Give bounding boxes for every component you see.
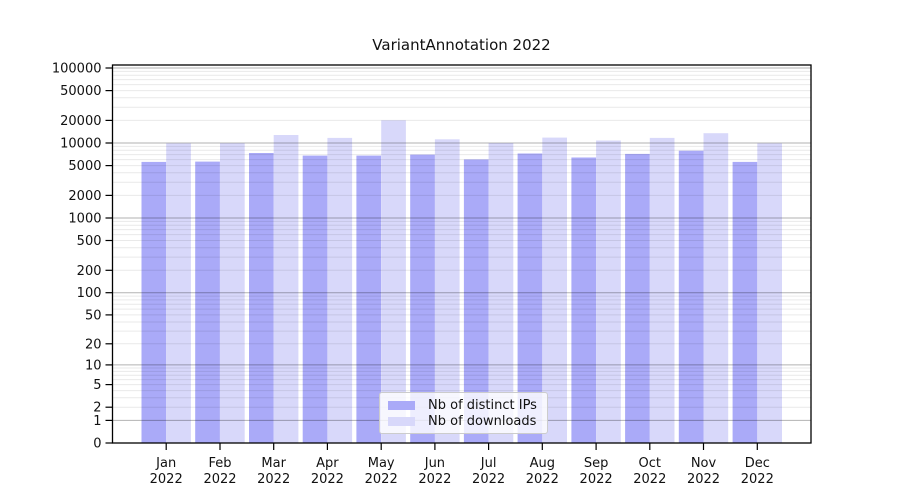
bar-distinct-ips-oct	[625, 153, 650, 443]
bar-downloads-mar	[273, 135, 299, 443]
x-tick-label-year: 2022	[580, 472, 613, 487]
y-tick-label: 50000	[60, 84, 101, 99]
bar-downloads-apr	[327, 137, 353, 443]
x-tick-label-year: 2022	[472, 472, 505, 487]
y-tick-label: 2000	[68, 189, 101, 204]
x-tick-label-month: Aug	[530, 456, 555, 471]
x-tick-label-month: Sep	[584, 456, 609, 471]
bar-distinct-ips-apr	[302, 155, 328, 443]
bar-downloads-sep	[596, 140, 621, 443]
y-tick-label: 500	[77, 234, 102, 249]
y-tick-label: 20000	[60, 114, 101, 129]
x-tick-label-month: Apr	[316, 456, 339, 471]
x-tick-label-month: Oct	[639, 456, 661, 471]
y-tick-label: 0	[93, 437, 101, 452]
x-tick-label-year: 2022	[687, 472, 720, 487]
bar-distinct-ips-sep	[571, 157, 597, 443]
legend-entry-downloads: Nb of downloads	[388, 413, 537, 429]
bar-distinct-ips-may	[356, 155, 382, 443]
x-tick-label-year: 2022	[526, 472, 559, 487]
bar-distinct-ips-mar	[249, 153, 274, 443]
x-tick-label-month: Mar	[261, 456, 286, 471]
x-tick-label-year: 2022	[741, 472, 774, 487]
bar-downloads-oct	[649, 137, 675, 443]
legend-swatch-distinct-ips	[388, 400, 415, 410]
plot-border	[111, 64, 812, 444]
legend-label-downloads: Nb of downloads	[428, 413, 537, 429]
x-tick-label-year: 2022	[633, 472, 666, 487]
x-tick-label-month: Dec	[745, 456, 770, 471]
y-tick-label: 5	[93, 378, 101, 393]
y-tick-label: 100000	[52, 62, 102, 77]
y-tick-label: 1	[93, 414, 101, 429]
x-tick-label-year: 2022	[257, 472, 290, 487]
x-tick-label-month: Nov	[691, 456, 717, 471]
legend-swatch-downloads	[388, 416, 415, 426]
x-tick-label-month: Jun	[424, 456, 445, 471]
bar-downloads-may	[381, 120, 406, 444]
bar-downloads-nov	[703, 133, 729, 443]
x-tick-label-year: 2022	[203, 472, 236, 487]
y-tick-label: 50	[85, 308, 102, 323]
bar-downloads-dec	[757, 143, 782, 444]
legend-label-distinct-ips: Nb of distinct IPs	[428, 397, 537, 413]
bar-distinct-ips-jan	[141, 161, 167, 443]
x-tick-label-year: 2022	[150, 472, 183, 487]
x-tick-label-month: May	[368, 456, 395, 471]
y-tick-label: 2	[93, 401, 101, 416]
y-tick-label: 20	[85, 337, 102, 352]
y-tick-label: 5000	[68, 159, 101, 174]
x-tick-label-year: 2022	[418, 472, 451, 487]
x-tick-label-month: Feb	[208, 456, 231, 471]
x-tick-label-month: Jul	[480, 456, 497, 471]
y-tick-label: 10	[85, 358, 102, 373]
bar-distinct-ips-feb	[195, 161, 220, 443]
chart-title: VariantAnnotation 2022	[372, 36, 551, 54]
x-tick-label-month: Jan	[155, 456, 176, 471]
y-tick-label: 200	[77, 264, 102, 279]
y-tick-label: 1000	[68, 212, 101, 227]
bar-downloads-feb	[220, 143, 245, 443]
bar-downloads-jan	[166, 143, 191, 444]
legend: Nb of distinct IPs Nb of downloads	[379, 392, 548, 434]
x-tick-label-year: 2022	[365, 472, 398, 487]
bar-distinct-ips-dec	[732, 161, 758, 443]
y-tick-label: 10000	[60, 137, 101, 152]
bar-distinct-ips-nov	[678, 150, 704, 443]
y-tick-label: 100	[77, 286, 102, 301]
legend-entry-distinct-ips: Nb of distinct IPs	[388, 397, 537, 413]
x-tick-label-year: 2022	[311, 472, 344, 487]
